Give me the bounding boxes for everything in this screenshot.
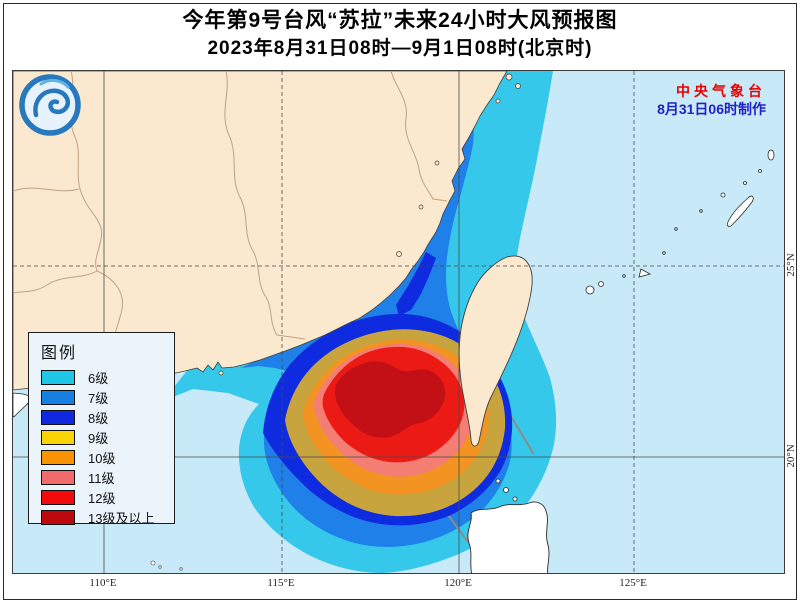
island bbox=[512, 496, 518, 502]
xtick-125e: 125°E bbox=[619, 577, 647, 589]
island bbox=[150, 560, 156, 566]
island bbox=[179, 567, 183, 571]
paracel-islands bbox=[150, 560, 183, 571]
province-line bbox=[13, 187, 80, 192]
legend-swatch-11 bbox=[41, 470, 75, 485]
legend-row: 11级 bbox=[41, 468, 174, 487]
islet bbox=[495, 98, 501, 104]
wind-area-8-coastal bbox=[396, 252, 436, 316]
okinawa-island bbox=[726, 195, 754, 227]
legend-swatch-13 bbox=[41, 510, 75, 525]
legend-label: 6级 bbox=[88, 371, 109, 386]
coastal-islets bbox=[218, 73, 521, 376]
xtick-110e: 110°E bbox=[89, 577, 117, 589]
luzon-island bbox=[467, 501, 550, 573]
legend-swatch-9 bbox=[41, 430, 75, 445]
page-title: 今年第9号台风“苏拉”未来24小时大风预报图 bbox=[182, 9, 618, 32]
province-line bbox=[390, 71, 448, 202]
islet bbox=[218, 370, 224, 376]
credit-block: 中央气象台 8月31日06时制作 bbox=[657, 82, 766, 118]
islet bbox=[396, 251, 402, 257]
island bbox=[662, 251, 666, 255]
island bbox=[598, 281, 604, 287]
batanes-islands bbox=[495, 478, 518, 502]
islet bbox=[515, 83, 521, 89]
island bbox=[743, 181, 747, 185]
issue-time: 8月31日06时制作 bbox=[657, 101, 766, 117]
island bbox=[622, 274, 626, 278]
island bbox=[720, 192, 726, 198]
legend-title: 图例 bbox=[41, 345, 78, 362]
logo-accent bbox=[39, 78, 70, 89]
island bbox=[767, 149, 775, 161]
title-block: 今年第9号台风“苏拉”未来24小时大风预报图 2023年8月31日08时—9月1… bbox=[0, 6, 800, 62]
xtick-120e: 120°E bbox=[444, 577, 472, 589]
legend-row: 7级 bbox=[41, 388, 174, 407]
island bbox=[495, 478, 501, 484]
legend-label: 9级 bbox=[88, 431, 109, 446]
island bbox=[503, 487, 509, 493]
cma-logo bbox=[19, 74, 81, 136]
legend-row: 13级及以上 bbox=[41, 508, 174, 527]
legend-label: 10级 bbox=[88, 451, 116, 466]
province-line bbox=[224, 71, 306, 340]
forecast-map: 中央气象台 8月31日06时制作 图例 6级 7级 8级 9级 bbox=[12, 70, 785, 574]
island bbox=[638, 268, 652, 278]
ryukyu-islands bbox=[585, 149, 775, 295]
legend-label: 7级 bbox=[88, 391, 109, 406]
island bbox=[758, 169, 762, 173]
islet bbox=[418, 204, 424, 210]
legend-label: 8级 bbox=[88, 411, 109, 426]
legend-swatch-10 bbox=[41, 450, 75, 465]
legend-row: 6级 bbox=[41, 368, 174, 387]
island bbox=[158, 565, 162, 569]
ytick-25n: 25°N bbox=[785, 253, 797, 277]
ytick-20n: 20°N bbox=[785, 444, 797, 468]
islet bbox=[434, 160, 440, 166]
page-subtitle: 2023年8月31日08时—9月1日08时(北京时) bbox=[207, 38, 593, 59]
taiwan-island bbox=[458, 255, 533, 447]
island bbox=[674, 227, 678, 231]
legend-swatch-8 bbox=[41, 410, 75, 425]
province-line bbox=[13, 270, 98, 294]
logo-swirl bbox=[33, 88, 70, 118]
miyako-island bbox=[585, 285, 595, 295]
wind-area-13 bbox=[335, 361, 446, 438]
legend: 图例 6级 7级 8级 9级 10级 11 bbox=[28, 332, 175, 527]
legend-label: 12级 bbox=[88, 491, 116, 506]
legend-row: 9级 bbox=[41, 428, 174, 447]
xtick-115e: 115°E bbox=[267, 577, 295, 589]
legend-label: 11级 bbox=[88, 471, 115, 486]
legend-row: 8级 bbox=[41, 408, 174, 427]
agency-name: 中央气象台 bbox=[676, 83, 766, 99]
legend-row: 12级 bbox=[41, 488, 174, 507]
legend-swatch-12 bbox=[41, 490, 75, 505]
legend-swatch-6 bbox=[41, 370, 75, 385]
legend-swatch-7 bbox=[41, 390, 75, 405]
legend-row: 10级 bbox=[41, 448, 174, 467]
island bbox=[699, 209, 703, 213]
islet bbox=[505, 73, 513, 81]
legend-label: 13级及以上 bbox=[88, 511, 155, 526]
